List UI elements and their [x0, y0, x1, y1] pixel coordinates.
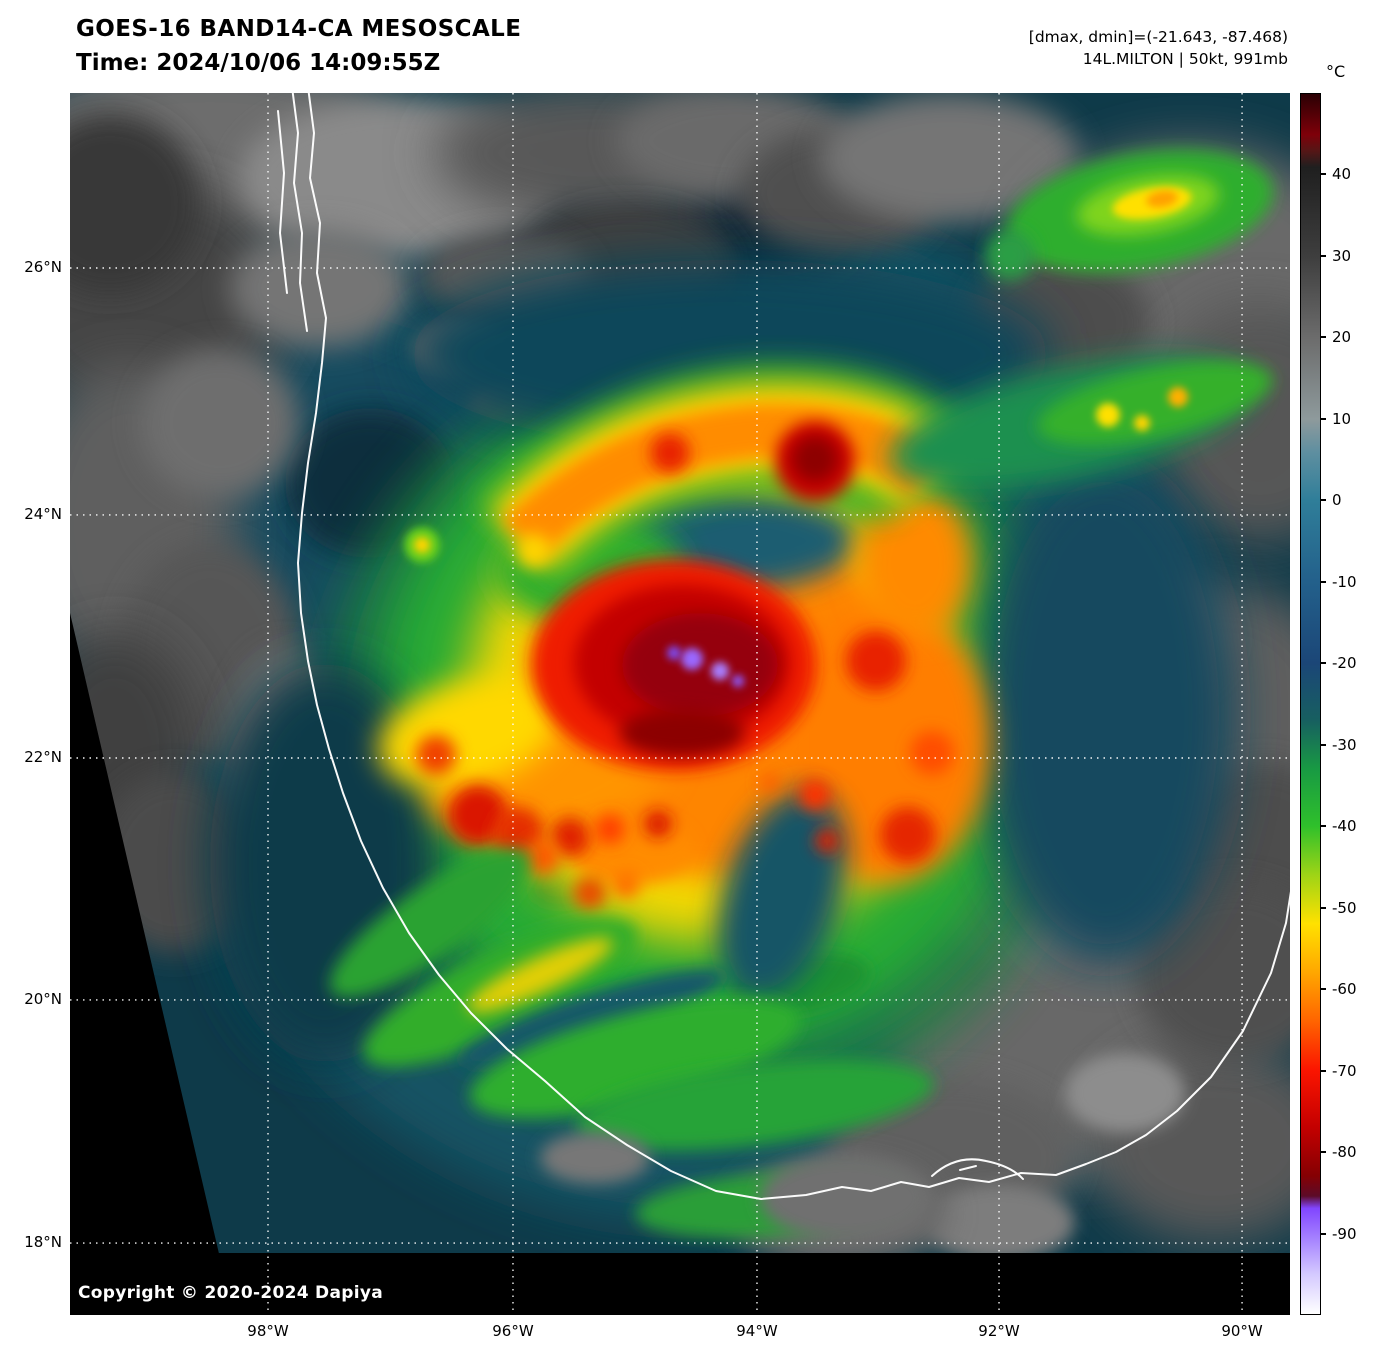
colorbar-tick-label: 0: [1332, 491, 1342, 510]
colorbar-tick-mark: [1321, 1151, 1326, 1154]
page-title: GOES-16 BAND14-CA MESOSCALE: [76, 16, 522, 42]
lat-tick-label: 24°N: [24, 504, 62, 523]
colorbar-tick-mark: [1321, 417, 1326, 420]
colorbar-tick-label: -40: [1332, 817, 1357, 836]
storm-info: 14L.MILTON | 50kt, 991mb: [1082, 50, 1288, 68]
lon-tick-label: 98°W: [247, 1322, 289, 1340]
lat-tick-label: 26°N: [24, 257, 62, 276]
image-timestamp: Time: 2024/10/06 14:09:55Z: [76, 50, 441, 76]
lat-tick-label: 22°N: [24, 748, 62, 766]
colorbar-tick-label: -70: [1332, 1061, 1357, 1080]
colorbar-tick-mark: [1321, 988, 1326, 991]
colorbar-tick-label: -10: [1332, 572, 1357, 591]
colorbar-tick-label: 20: [1332, 328, 1352, 347]
lat-tick-label: 18°N: [24, 1233, 62, 1252]
dmax-dmin-readout: [dmax, dmin]=(-21.643, -87.468): [1028, 28, 1288, 46]
colorbar-tick-label: -60: [1332, 980, 1357, 999]
colorbar-tick-mark: [1321, 825, 1326, 828]
cloud-layer: [70, 93, 1290, 1268]
colorbar-unit: °C: [1326, 62, 1346, 81]
colorbar-tick-mark: [1321, 906, 1326, 909]
colorbar-tick-mark: [1321, 1232, 1326, 1235]
nodata-layer: [70, 613, 1290, 1315]
copyright: Copyright © 2020-2024 Dapiya: [78, 1283, 383, 1303]
colorbar-tick-mark: [1321, 743, 1326, 746]
lon-tick-label: 92°W: [978, 1322, 1020, 1340]
lon-tick-label: 90°W: [1221, 1322, 1263, 1340]
colorbar-tick-label: -90: [1332, 1224, 1357, 1243]
colorbar-tick-mark: [1321, 336, 1326, 339]
satellite-image: [70, 93, 1290, 1315]
coastline: [277, 93, 1290, 1200]
colorbar-tick-label: -30: [1332, 735, 1357, 754]
header-right: [dmax, dmin]=(-21.643, -87.468) 14L.MILT…: [1029, 26, 1288, 70]
satellite-map: Copyright © 2020-2024 Dapiya: [70, 93, 1290, 1315]
lat-tick-label: 20°N: [24, 989, 62, 1008]
gridlines-layer: [70, 93, 1290, 1315]
lon-tick-label: 96°W: [492, 1322, 534, 1340]
colorbar-tick-label: -50: [1332, 898, 1357, 917]
colorbar-tick-mark: [1321, 173, 1326, 176]
storm-layer: [210, 149, 1274, 1240]
colorbar: [1300, 93, 1321, 1315]
colorbar-tick-label: 30: [1332, 246, 1352, 265]
lon-tick-label: 94°W: [736, 1322, 778, 1340]
colorbar-tick-mark: [1321, 254, 1326, 257]
colorbar-tick-label: 10: [1332, 409, 1352, 428]
colorbar-tick-mark: [1321, 580, 1326, 583]
colorbar-tick-mark: [1321, 499, 1326, 502]
colorbar-tick-label: 40: [1332, 165, 1352, 184]
colorbar-tick-label: -80: [1332, 1143, 1357, 1162]
colorbar-tick-mark: [1321, 1069, 1326, 1072]
colorbar-tick-label: -20: [1332, 654, 1357, 673]
colorbar-tick-mark: [1321, 662, 1326, 665]
